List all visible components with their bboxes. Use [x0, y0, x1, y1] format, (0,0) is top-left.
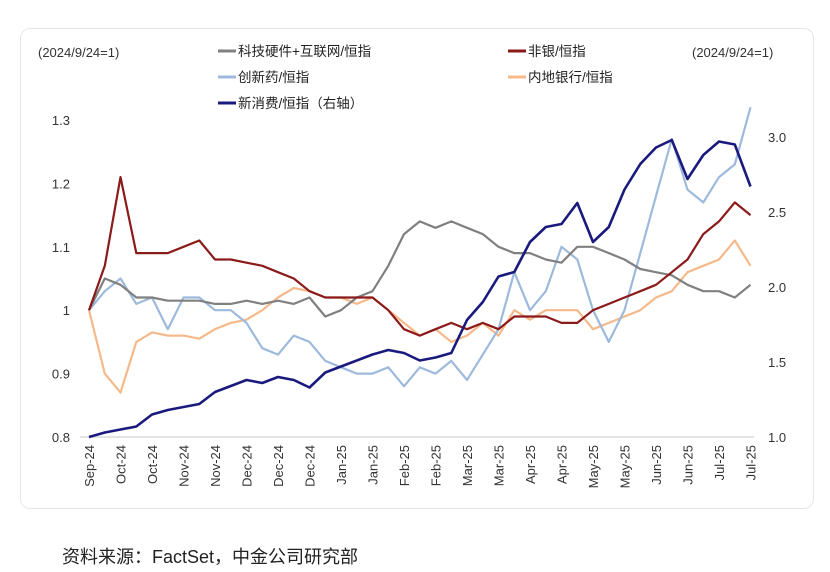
legend-label: 科技硬件+互联网/恒指	[238, 44, 371, 59]
x-tick-label: Mar-25	[492, 445, 507, 486]
x-tick-label: Mar-25	[460, 445, 475, 486]
right-y-tick-label: 1.0	[768, 430, 786, 445]
series-line-3	[87, 239, 752, 394]
left-axis-note: (2024/9/24=1)	[38, 45, 119, 60]
right-y-tick-label: 2.0	[768, 280, 786, 295]
x-tick-label: May-25	[618, 445, 633, 488]
left-y-tick-label: 0.8	[52, 430, 70, 445]
left-y-tick-label: 1	[63, 303, 70, 318]
series-lines	[87, 107, 752, 439]
x-tick-label: Jun-25	[649, 445, 664, 485]
x-tick-label: Dec-24	[303, 445, 318, 487]
legend-label: 非银/恒指	[528, 44, 586, 59]
right-y-tick-label: 2.5	[768, 205, 786, 220]
series-line-2	[88, 107, 752, 388]
left-y-tick-label: 1.1	[52, 240, 70, 255]
x-tick-label: Jan-25	[366, 445, 381, 485]
x-tick-label: Oct-24	[145, 445, 160, 484]
chart-card	[20, 28, 814, 509]
x-tick-label: Dec-24	[240, 445, 255, 487]
x-tick-label: Nov-24	[177, 445, 192, 487]
series-line-4	[88, 138, 752, 439]
x-tick-label: Apr-25	[555, 445, 570, 484]
x-tick-label: Dec-24	[271, 445, 286, 487]
legend-label: 内地银行/恒指	[528, 70, 613, 85]
left-y-tick-label: 0.9	[52, 367, 70, 382]
right-y-tick-label: 3.0	[768, 130, 786, 145]
right-axis-note: (2024/9/24=1)	[692, 45, 773, 60]
x-tick-label: Nov-24	[208, 445, 223, 487]
left-y-tick-label: 1.2	[52, 176, 70, 191]
right-y-tick-label: 1.5	[768, 355, 786, 370]
legend-label: 新消费/恒指（右轴）	[238, 96, 363, 111]
left-y-tick-label: 1.3	[52, 113, 70, 128]
x-tick-label: Sep-24	[82, 445, 97, 487]
series-line-0	[88, 220, 752, 318]
source-note: 资料来源：FactSet，中金公司研究部	[62, 547, 359, 567]
x-tick-label: May-25	[586, 445, 601, 488]
series-line-1	[87, 176, 752, 337]
x-tick-label: Jul-25	[744, 445, 759, 480]
legend-label: 创新药/恒指	[238, 70, 309, 85]
x-tick-label: Apr-25	[523, 445, 538, 484]
x-tick-label: Feb-25	[429, 445, 444, 486]
x-tick-label: Jun-25	[681, 445, 696, 485]
axes: 0.8 0.9 1 1.1 1.2 1.3 1.0 1.5 2.0 2.5 3.0 Sep-24 Oct…	[52, 113, 786, 488]
x-tick-label: Oct-24	[114, 445, 129, 484]
x-tick-label: Jan-25	[334, 445, 349, 485]
x-tick-label: Feb-25	[397, 445, 412, 486]
x-tick-label: Jul-25	[712, 445, 727, 480]
